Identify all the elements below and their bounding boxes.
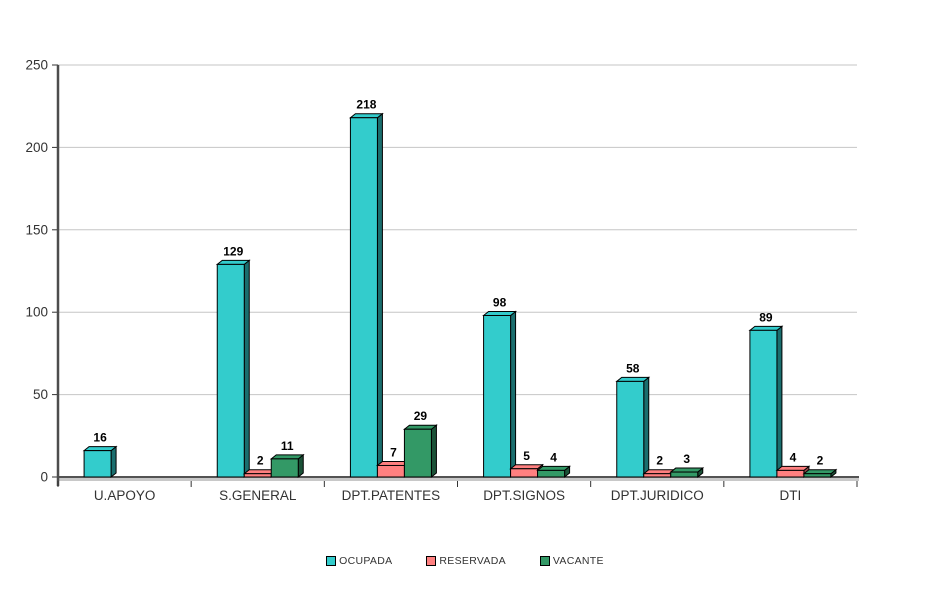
bar-side-face (376, 112, 383, 479)
bar-vacante-s-general (270, 458, 299, 478)
bar-value-label: 89 (759, 310, 773, 324)
bar-value-label: 11 (281, 439, 294, 453)
bar-vacante-dpt-patentes (403, 428, 432, 478)
bar-value-label: 7 (390, 445, 397, 459)
bar-top-face (482, 310, 518, 316)
bar-side-face (776, 325, 783, 479)
x-axis-label: S.GENERAL (219, 488, 297, 503)
bar-top-face (615, 376, 651, 382)
bar-top-face (536, 465, 572, 471)
x-axis-label: DTI (780, 488, 802, 503)
bar-value-label: 218 (356, 98, 376, 112)
bar-value-label: 4 (550, 450, 557, 464)
bar-top-face (348, 113, 384, 119)
bar-reservada-dti (776, 469, 805, 478)
bar-ocupada-dti (749, 329, 778, 478)
legend-swatch-vacante (539, 556, 550, 566)
legend-label: RESERVADA (439, 555, 506, 567)
y-axis-label: 150 (25, 222, 48, 237)
bar-value-label: 129 (223, 244, 243, 258)
bar-vacante-dti (803, 473, 832, 478)
bar-side-face (243, 259, 250, 479)
bar-value-label: 2 (656, 454, 663, 468)
bar-top-face (775, 465, 811, 471)
bar-side-face (643, 376, 650, 479)
bar-value-label: 98 (493, 295, 507, 309)
legend-item-reservada: RESERVADA (426, 555, 506, 567)
bar-value-label: 2 (817, 454, 824, 468)
bar-top-face (509, 464, 545, 470)
bar-reservada-dpt-signos (510, 468, 539, 478)
bar-value-label: 3 (683, 452, 690, 466)
x-axis-label: U.APOYO (94, 488, 156, 503)
y-axis-label: 250 (25, 58, 48, 73)
bar-value-label: 4 (790, 450, 797, 464)
legend-label: VACANTE (552, 555, 604, 567)
x-axis-label: DPT.SIGNOS (483, 488, 565, 503)
legend-item-ocupada: OCUPADA (326, 555, 392, 567)
bar-top-face (748, 325, 784, 331)
bar-top-face (802, 469, 838, 475)
y-axis-label: 0 (40, 470, 48, 485)
bar-top-face (402, 424, 438, 430)
bar-value-label: 29 (414, 409, 428, 423)
bar-side-face (510, 310, 517, 479)
bar-ocupada-dpt-juridico (616, 380, 645, 478)
bar-value-label: 2 (257, 454, 264, 468)
bar-top-face (82, 446, 118, 452)
y-axis-label: 50 (33, 387, 48, 402)
legend-label: OCUPADA (339, 555, 393, 567)
legend: OCUPADA RESERVADA VACANTE (0, 555, 930, 567)
x-axis-label: DPT.PATENTES (342, 488, 441, 503)
bar-reservada-s-general (243, 473, 272, 478)
bar-ocupada-dpt-signos (483, 314, 512, 478)
x-axis-shadow (57, 478, 859, 481)
x-axis-label: DPT.JURIDICO (611, 488, 704, 503)
y-axis-label: 100 (25, 305, 48, 320)
bar-ocupada-u-apoyo (83, 450, 112, 478)
bar-value-label: 16 (93, 431, 107, 445)
bar-vacante-dpt-signos (537, 469, 566, 478)
bar-reservada-dpt-patentes (376, 464, 405, 478)
bar-value-label: 58 (626, 361, 640, 375)
bar-top-face (215, 259, 251, 265)
bar-side-face (110, 445, 117, 479)
legend-swatch-reservada (426, 556, 437, 566)
bar-side-face (430, 424, 437, 479)
legend-item-vacante: VACANTE (539, 555, 604, 567)
bar-top-face (269, 454, 305, 460)
bar-value-label: 5 (523, 449, 530, 463)
bar-vacante-dpt-juridico (670, 471, 699, 478)
y-axis-label: 200 (25, 140, 48, 155)
legend-swatch-ocupada (326, 556, 337, 566)
bar-top-face (669, 467, 705, 473)
bar-ocupada-s-general (216, 263, 245, 478)
bar-reservada-dpt-juridico (643, 473, 672, 478)
bar-ocupada-dpt-patentes (349, 117, 378, 478)
